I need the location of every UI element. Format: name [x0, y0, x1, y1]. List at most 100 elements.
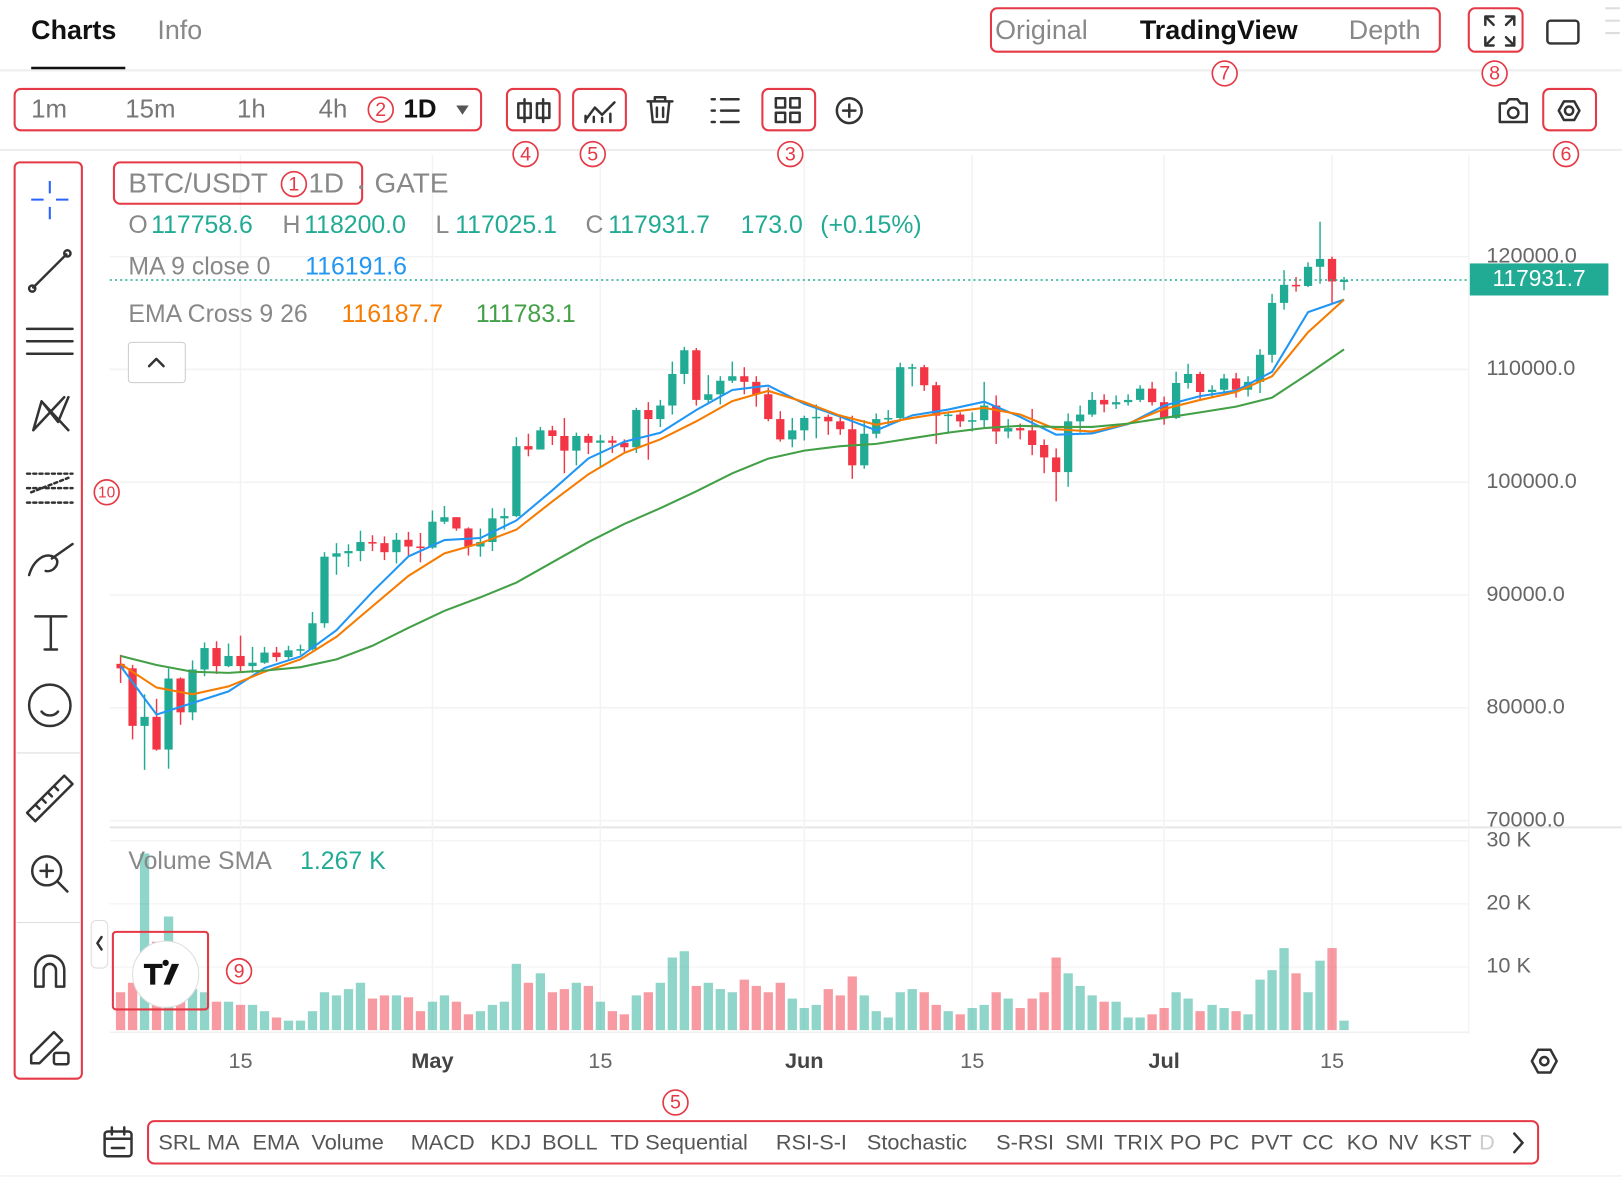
candle-body: [872, 419, 881, 434]
candle-body: [332, 553, 341, 557]
settings-icon[interactable]: [1557, 100, 1581, 122]
indicator-option[interactable]: BOLL: [542, 1130, 597, 1155]
annotation-circle: [93, 479, 120, 506]
candle-body: [188, 669, 197, 713]
indicator-option[interactable]: TRIX: [1114, 1130, 1164, 1155]
indicator-option[interactable]: CC: [1302, 1130, 1333, 1155]
parallel-tool[interactable]: [25, 327, 74, 355]
indicator-next[interactable]: [1513, 1132, 1524, 1154]
interval-option[interactable]: 1D: [404, 95, 437, 123]
candle-body: [680, 350, 689, 374]
camera-icon[interactable]: [1498, 98, 1528, 124]
candle-body: [512, 446, 521, 517]
emoji-tool[interactable]: [27, 683, 72, 728]
indicator-option[interactable]: KST: [1429, 1130, 1471, 1155]
pattern-tool[interactable]: [32, 395, 70, 432]
indicator-option[interactable]: SRL: [158, 1130, 200, 1155]
indicator-option[interactable]: RSI-S-I: [776, 1130, 847, 1155]
view-tradingview[interactable]: TradingView: [1140, 15, 1298, 45]
candle-body: [1111, 402, 1121, 405]
menu-icon[interactable]: [1605, 7, 1620, 35]
candle-body: [1255, 354, 1265, 382]
volume-bar: [355, 982, 366, 1031]
indicator-option[interactable]: Volume: [311, 1130, 383, 1155]
candle-body: [596, 440, 605, 443]
candle-body: [524, 446, 533, 450]
calendar-icon[interactable]: [103, 1130, 133, 1158]
annotation-circle: [225, 957, 253, 985]
indicator-option[interactable]: D: [1479, 1130, 1495, 1155]
indicator-option[interactable]: EMA: [253, 1130, 301, 1155]
indicator-icon[interactable]: [584, 101, 616, 124]
drawing-toolbar-box: [13, 161, 83, 1080]
volume-bar: [451, 1001, 462, 1031]
indicator-option[interactable]: Stochastic: [867, 1130, 967, 1155]
candle-body: [368, 542, 377, 544]
ruler-tool[interactable]: [25, 774, 74, 823]
ohlc-value: 117025.1: [455, 212, 557, 239]
volume-bar: [751, 985, 761, 1031]
crosshair-tool[interactable]: [31, 180, 69, 220]
ohlc-value: 117758.6: [151, 212, 253, 239]
interval-option[interactable]: 4h: [319, 95, 348, 123]
indicator-option[interactable]: TD Sequential: [610, 1130, 748, 1155]
candle-body: [740, 376, 749, 382]
indicator-option[interactable]: S-RSI: [996, 1130, 1054, 1155]
fib-tool[interactable]: [25, 472, 74, 504]
tradingview-logo[interactable]: [132, 940, 200, 1008]
indicator-option[interactable]: KDJ: [490, 1130, 531, 1155]
volume-bar: [307, 1011, 318, 1031]
volume-bar: [343, 989, 354, 1031]
candle-body: [488, 518, 497, 543]
tab-info[interactable]: Info: [157, 15, 202, 45]
text-tool[interactable]: [34, 615, 68, 651]
add-icon[interactable]: [835, 97, 863, 125]
indicator-option[interactable]: SMI: [1065, 1130, 1104, 1155]
brush-tool[interactable]: [27, 542, 74, 577]
indicator-option[interactable]: KO: [1347, 1130, 1378, 1155]
view-depth[interactable]: Depth: [1349, 15, 1421, 45]
candle-body: [224, 655, 233, 667]
candle-body: [404, 539, 413, 547]
chart-type-icon[interactable]: [517, 98, 551, 124]
window-icon[interactable]: [1546, 19, 1580, 45]
interval-option[interactable]: 15m: [125, 95, 175, 123]
interval-box: [13, 87, 483, 132]
indicator-option[interactable]: MA: [207, 1130, 240, 1155]
indicator-option[interactable]: PC: [1209, 1130, 1239, 1155]
magnet-tool[interactable]: [34, 954, 66, 988]
layout-icon[interactable]: [774, 97, 801, 124]
line-tool[interactable]: [32, 253, 68, 289]
annotation-circle: [280, 170, 308, 198]
axis-settings[interactable]: [1530, 1048, 1558, 1074]
indicator-option[interactable]: MACD: [411, 1130, 475, 1155]
indicator-option[interactable]: PVT: [1251, 1130, 1293, 1155]
interval-dropdown[interactable]: [456, 105, 469, 115]
zoom-tool[interactable]: [30, 855, 63, 887]
volume-bar: [235, 1004, 246, 1031]
indicator-option[interactable]: NV: [1388, 1130, 1419, 1155]
volume-bar: [1003, 998, 1013, 1031]
interval-option[interactable]: 1h: [237, 95, 266, 123]
volume-bar: [1039, 992, 1049, 1031]
candle-body: [824, 416, 833, 422]
add-icon-plus: [841, 103, 857, 119]
change-percent: (+0.15%): [820, 212, 921, 239]
volume-bar: [835, 995, 845, 1031]
indicator-option[interactable]: PO: [1170, 1130, 1201, 1155]
lock-draw-tool[interactable]: [29, 1030, 64, 1065]
candle-body: [1327, 258, 1337, 282]
collapse-legend[interactable]: [127, 341, 186, 384]
list-icon[interactable]: [710, 98, 740, 124]
plot-area: [109, 155, 1469, 1031]
interval-option[interactable]: 1m: [31, 95, 67, 123]
dot-separator: [359, 185, 364, 190]
candle-body: [800, 417, 809, 431]
volume-bar: [679, 951, 689, 1031]
y-tick-label: 80000.0: [1486, 694, 1564, 719]
view-original[interactable]: Original: [995, 15, 1088, 45]
volume-bar: [319, 992, 330, 1031]
tab-charts[interactable]: Charts: [31, 15, 116, 45]
trash-icon[interactable]: [646, 95, 674, 124]
fullscreen-icon[interactable]: [1484, 15, 1516, 47]
